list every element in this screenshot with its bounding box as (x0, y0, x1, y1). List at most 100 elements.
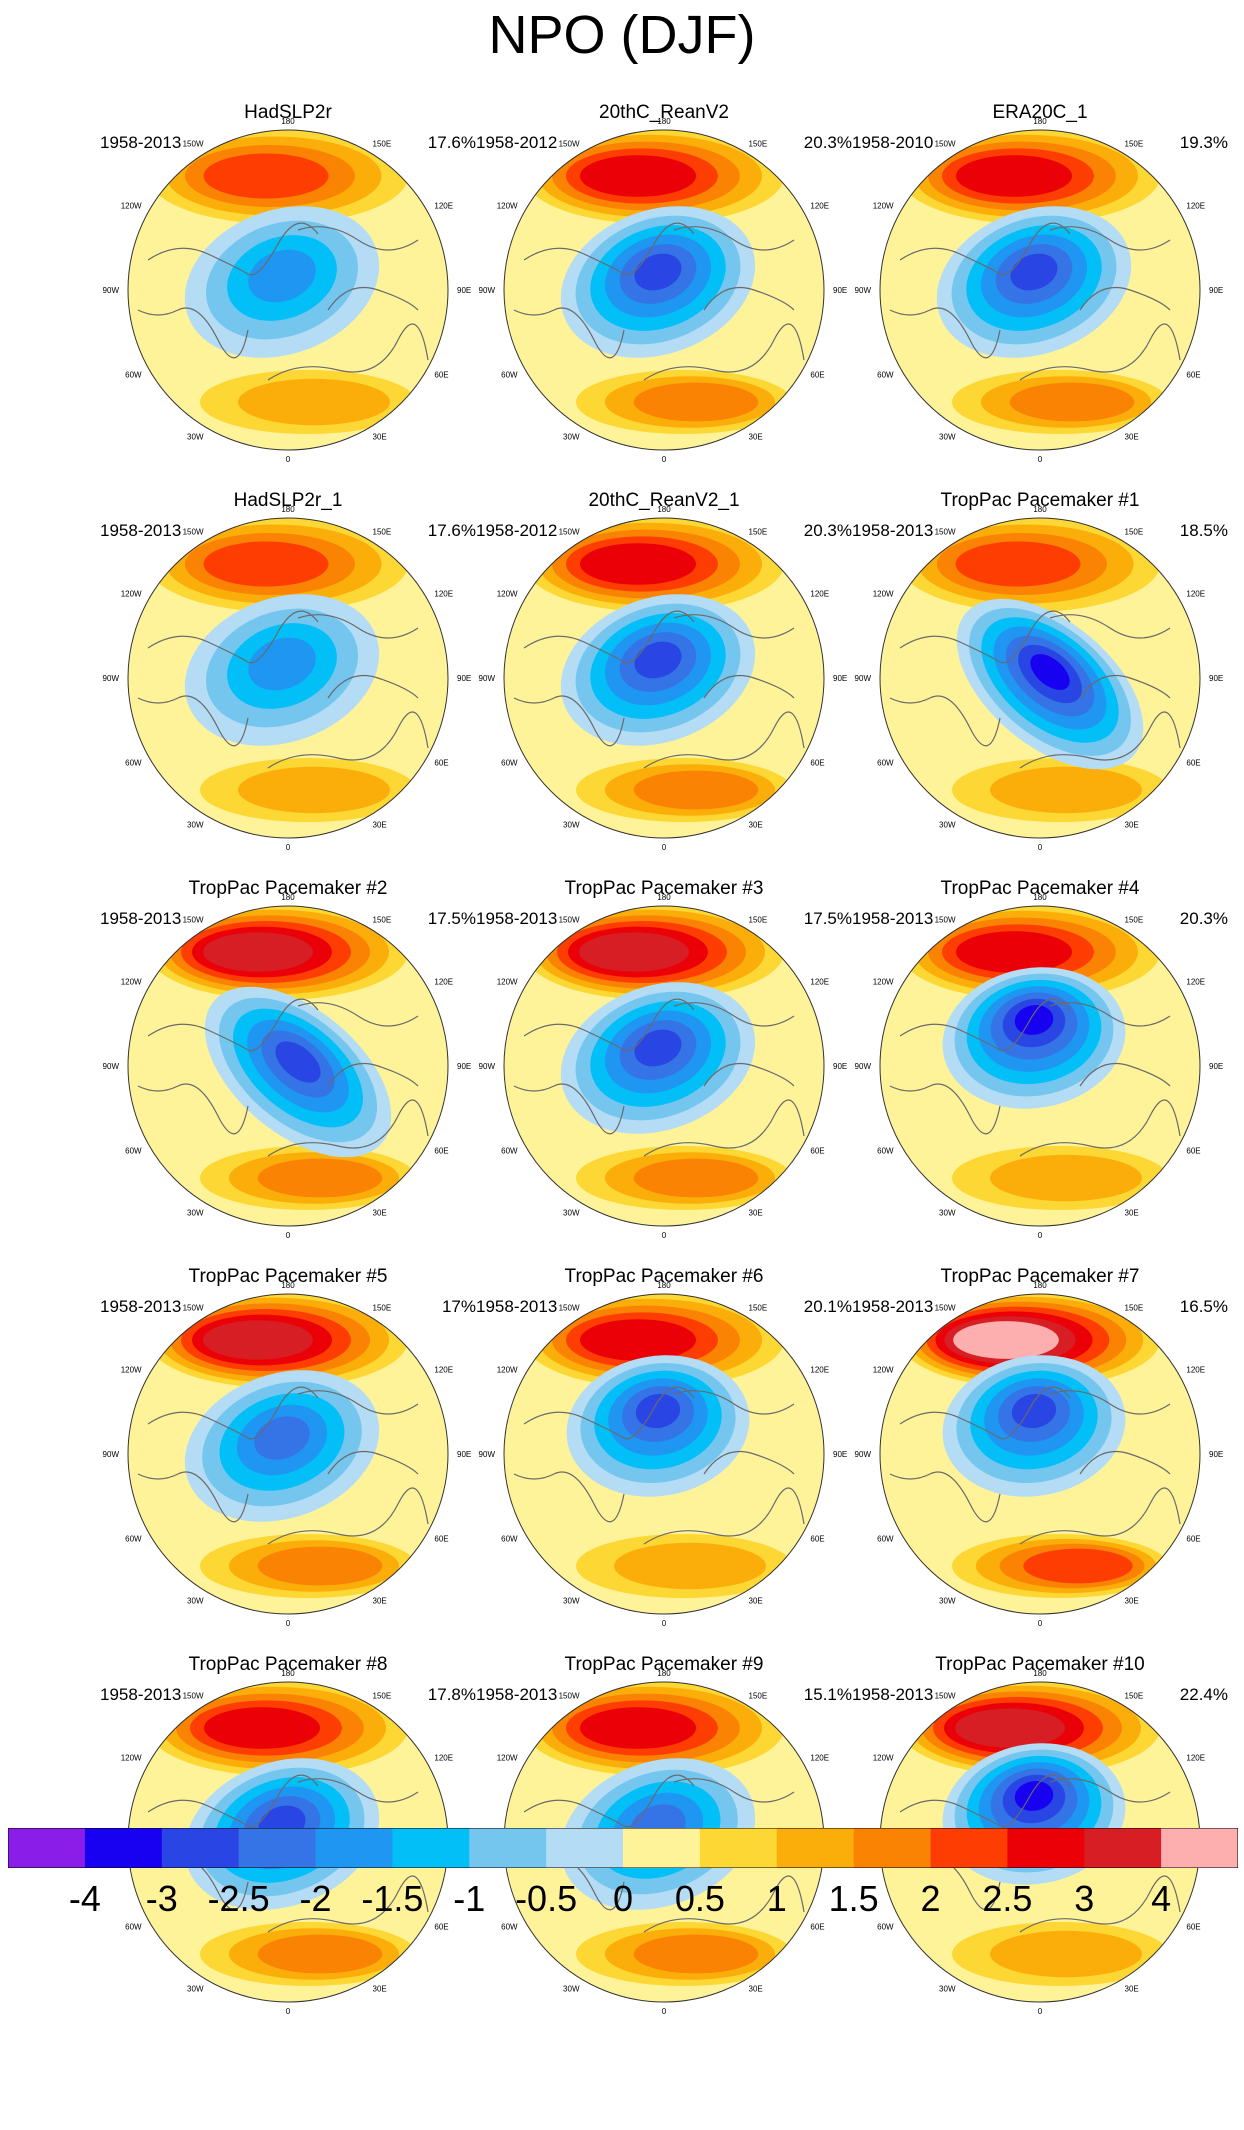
colorbar-tick-label: -1 (453, 1878, 486, 1919)
longitude-label: 0 (662, 1231, 667, 1240)
coastline (513, 1471, 625, 1523)
panel-period: 1958-2013 (852, 1297, 933, 1316)
longitude-label: 150W (935, 140, 956, 149)
longitude-label: 0 (286, 843, 291, 852)
arctic-low-contour (1030, 654, 1070, 690)
longitude-label: 150E (373, 1692, 392, 1701)
colorbar-tick-label: -3 (145, 1878, 178, 1919)
longitude-label: 30W (939, 1984, 956, 1993)
map-panel: ERA20C_1 1958-2010 19.3% 180 150W 120W 90W 60W 3… (852, 94, 1228, 464)
panel-variance: 17.8% (428, 1685, 476, 1704)
atlantic-high-contour (990, 1154, 1142, 1202)
map-svg: TropPac Pacemaker #5 1958-2013 17% 180 150W 1… (100, 1266, 476, 1628)
atlantic-high-contour (238, 766, 390, 814)
map-svg: 20thC_ReanV2 1958-2012 20.3% 180 150W 120W 90W… (476, 102, 852, 464)
map-panel: TropPac Pacemaker #7 1958-2013 16.5% 180 150… (852, 1258, 1228, 1628)
panel-variance: 17.6% (428, 133, 476, 152)
atlantic-high-contour (614, 1542, 766, 1590)
arctic-low-contour (248, 249, 316, 303)
longitude-label: 30W (187, 820, 204, 829)
panel-title: TropPac Pacemaker #7 (941, 1266, 1140, 1287)
panel-title: TropPac Pacemaker #9 (565, 1654, 764, 1675)
panel-title: TropPac Pacemaker #3 (565, 878, 764, 899)
panel-title: TropPac Pacemaker #4 (941, 878, 1140, 899)
panel-title: HadSLP2r_1 (234, 490, 343, 511)
longitude-label: 30E (749, 1208, 763, 1217)
panel-period: 1958-2013 (852, 909, 933, 928)
colorbar-swatch (84, 1828, 163, 1868)
coastline (147, 1774, 319, 1828)
map-panel: TropPac Pacemaker #4 1958-2013 20.3% 180 150… (852, 870, 1228, 1240)
atlantic-high-contour (633, 1934, 759, 1974)
atlantic-high-contour (990, 1930, 1142, 1978)
panel-period: 1958-2010 (852, 133, 933, 152)
longitude-label: 90W (855, 286, 872, 295)
coastline (137, 307, 249, 359)
panel-variance: 17.6% (428, 521, 476, 540)
longitude-label: 30E (749, 1596, 763, 1605)
longitude-label: 30E (373, 1596, 387, 1605)
coastline (1049, 1390, 1171, 1415)
arctic-low-contour (248, 637, 316, 691)
longitude-label: 120E (810, 1366, 829, 1375)
coastline (297, 1390, 419, 1415)
longitude-label: 120W (121, 1754, 142, 1763)
pacific-high-contour (203, 541, 329, 587)
coastline (899, 222, 1071, 276)
coastline (513, 307, 625, 359)
longitude-label: 60W (877, 759, 894, 768)
longitude-label: 0 (286, 2007, 291, 2016)
colorbar-swatch (238, 1828, 317, 1868)
map-boundary (879, 905, 1201, 1227)
longitude-label: 120E (810, 978, 829, 987)
longitude-label: 30W (563, 432, 580, 441)
coastline (1079, 674, 1171, 699)
longitude-label: 30W (187, 1208, 204, 1217)
arctic-low-contour (1014, 1005, 1054, 1035)
longitude-label: 150W (559, 528, 580, 537)
panel-title: HadSLP2r (244, 102, 332, 123)
longitude-label: 60E (434, 1147, 448, 1156)
longitude-label: 30E (1125, 1208, 1139, 1217)
longitude-label: 180 (281, 505, 295, 514)
longitude-label: 180 (281, 1281, 295, 1290)
longitude-label: 120E (434, 978, 453, 987)
panel-variance: 18.5% (1180, 521, 1228, 540)
longitude-label: 90E (457, 674, 471, 683)
longitude-label: 60E (1186, 371, 1200, 380)
map-boundary (127, 129, 449, 451)
longitude-label: 150W (183, 916, 204, 925)
longitude-label: 60W (125, 1535, 142, 1544)
atlantic-high-contour (633, 1158, 759, 1198)
coastline (703, 286, 795, 311)
colorbar-swatch (1007, 1828, 1085, 1868)
coastline (523, 222, 695, 276)
coastline (147, 998, 319, 1052)
longitude-label: 60W (501, 1535, 518, 1544)
coastline (267, 323, 429, 381)
arctic-low-contour (634, 641, 682, 679)
coastline (899, 610, 1071, 664)
longitude-label: 90E (1209, 1062, 1223, 1071)
longitude-label: 60W (125, 1147, 142, 1156)
longitude-label: 30W (939, 820, 956, 829)
longitude-label: 60W (877, 1535, 894, 1544)
atlantic-high-contour (257, 1546, 383, 1586)
longitude-label: 150W (935, 528, 956, 537)
coastline (643, 323, 805, 381)
longitude-label: 180 (657, 505, 671, 514)
atlantic-high-contour (990, 766, 1142, 814)
coastline (1049, 226, 1171, 251)
arctic-low-contour (275, 1041, 321, 1083)
longitude-label: 150E (373, 916, 392, 925)
map-panel: TropPac Pacemaker #9 1958-2013 15.1% 180 150… (476, 1646, 852, 2016)
longitude-label: 180 (657, 1281, 671, 1290)
longitude-label: 0 (662, 843, 667, 852)
longitude-label: 0 (286, 1619, 291, 1628)
longitude-label: 30E (749, 432, 763, 441)
map-panel: HadSLP2r 1958-2013 17.6% 180 150W 120W 90W 60W 3… (100, 94, 476, 464)
longitude-label: 60E (810, 759, 824, 768)
coastline (327, 1450, 419, 1475)
panel-title: TropPac Pacemaker #10 (935, 1654, 1144, 1675)
longitude-label: 150W (183, 1692, 204, 1701)
